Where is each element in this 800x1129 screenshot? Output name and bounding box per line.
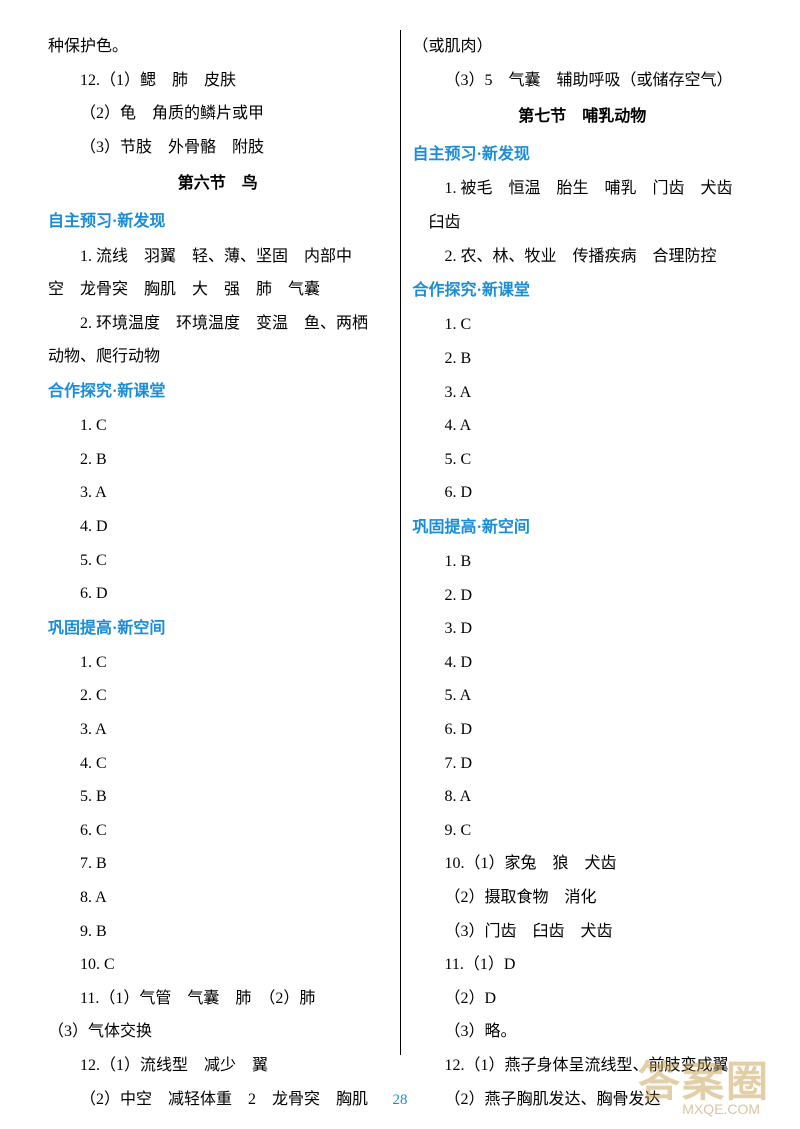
text-line: （3）节肢 外骨骼 附肢 bbox=[48, 131, 388, 165]
text-line: 9. B bbox=[48, 915, 388, 949]
text-line: 12.（1）燕子身体呈流线型、前肢变成翼 bbox=[413, 1049, 753, 1083]
section-heading: 巩固提高·新空间 bbox=[413, 510, 753, 545]
text-line: 1. B bbox=[413, 545, 753, 579]
text-line: 3. D bbox=[413, 612, 753, 646]
text-line: 2. B bbox=[413, 342, 753, 376]
text-line: 4. C bbox=[48, 747, 388, 781]
text-line: 11.（1）D bbox=[413, 948, 753, 982]
text-line: 7. D bbox=[413, 747, 753, 781]
text-line: 2. B bbox=[48, 443, 388, 477]
text-line: 6. C bbox=[48, 814, 388, 848]
text-line: 1. C bbox=[48, 409, 388, 443]
text-line: 1. 流线 羽翼 轻、薄、坚固 内部中 bbox=[48, 240, 388, 274]
text-line: 2. C bbox=[48, 679, 388, 713]
page-number: 28 bbox=[0, 1092, 800, 1109]
section-heading: 巩固提高·新空间 bbox=[48, 611, 388, 646]
text-line: 6. D bbox=[413, 713, 753, 747]
text-line: 5. A bbox=[413, 679, 753, 713]
text-line: 12.（1）流线型 减少 翼 bbox=[48, 1049, 388, 1083]
column-divider bbox=[400, 30, 401, 1055]
text-line: 1. C bbox=[48, 646, 388, 680]
text-line: （2）D bbox=[413, 982, 753, 1016]
chapter-title: 第六节 鸟 bbox=[48, 164, 388, 204]
text-line: 5. C bbox=[48, 544, 388, 578]
section-heading: 合作探究·新课堂 bbox=[413, 273, 753, 308]
text-line: 8. A bbox=[48, 881, 388, 915]
text-line: 5. C bbox=[413, 443, 753, 477]
text-line: 4. A bbox=[413, 409, 753, 443]
section-heading: 自主预习·新发现 bbox=[48, 204, 388, 239]
text-line: 12.（1）鳃 肺 皮肤 bbox=[48, 64, 388, 98]
text-line: 9. C bbox=[413, 814, 753, 848]
text-line: （2）龟 角质的鳞片或甲 bbox=[48, 97, 388, 131]
chapter-title: 第七节 哺乳动物 bbox=[413, 97, 753, 137]
left-column: 种保护色。12.（1）鳃 肺 皮肤（2）龟 角质的鳞片或甲（3）节肢 外骨骼 附… bbox=[40, 30, 396, 1055]
text-line: 空 龙骨突 胸肌 大 强 肺 气囊 bbox=[48, 273, 388, 307]
text-line: 2. 农、林、牧业 传播疾病 合理防控 bbox=[413, 240, 753, 274]
text-line: （3）门齿 臼齿 犬齿 bbox=[413, 915, 753, 949]
text-line: （或肌肉） bbox=[413, 30, 753, 64]
text-line: 8. A bbox=[413, 780, 753, 814]
page-content: 种保护色。12.（1）鳃 肺 皮肤（2）龟 角质的鳞片或甲（3）节肢 外骨骼 附… bbox=[0, 0, 800, 1075]
text-line: 臼齿 bbox=[413, 206, 753, 240]
text-line: 种保护色。 bbox=[48, 30, 388, 64]
text-line: 6. D bbox=[413, 476, 753, 510]
text-line: 1. C bbox=[413, 308, 753, 342]
section-heading: 合作探究·新课堂 bbox=[48, 374, 388, 409]
section-heading: 自主预习·新发现 bbox=[413, 137, 753, 172]
text-line: 5. B bbox=[48, 780, 388, 814]
text-line: （2）摄取食物 消化 bbox=[413, 881, 753, 915]
text-line: 2. D bbox=[413, 579, 753, 613]
text-line: 3. A bbox=[48, 713, 388, 747]
text-line: （3）略。 bbox=[413, 1015, 753, 1049]
text-line: 4. D bbox=[48, 510, 388, 544]
text-line: 11.（1）气管 气囊 肺 （2）肺 bbox=[48, 982, 388, 1016]
text-line: 3. A bbox=[48, 476, 388, 510]
right-column: （或肌肉）（3）5 气囊 辅助呼吸（或储存空气）第七节 哺乳动物自主预习·新发现… bbox=[405, 30, 761, 1055]
text-line: 动物、爬行动物 bbox=[48, 340, 388, 374]
text-line: 4. D bbox=[413, 646, 753, 680]
text-line: 6. D bbox=[48, 577, 388, 611]
text-line: （3）气体交换 bbox=[48, 1015, 388, 1049]
text-line: （3）5 气囊 辅助呼吸（或储存空气） bbox=[413, 64, 753, 98]
text-line: 7. B bbox=[48, 847, 388, 881]
text-line: 2. 环境温度 环境温度 变温 鱼、两栖 bbox=[48, 307, 388, 341]
text-line: 10. C bbox=[48, 948, 388, 982]
text-line: 10.（1）家兔 狼 犬齿 bbox=[413, 847, 753, 881]
text-line: 3. A bbox=[413, 376, 753, 410]
text-line: 1. 被毛 恒温 胎生 哺乳 门齿 犬齿 bbox=[413, 172, 753, 206]
